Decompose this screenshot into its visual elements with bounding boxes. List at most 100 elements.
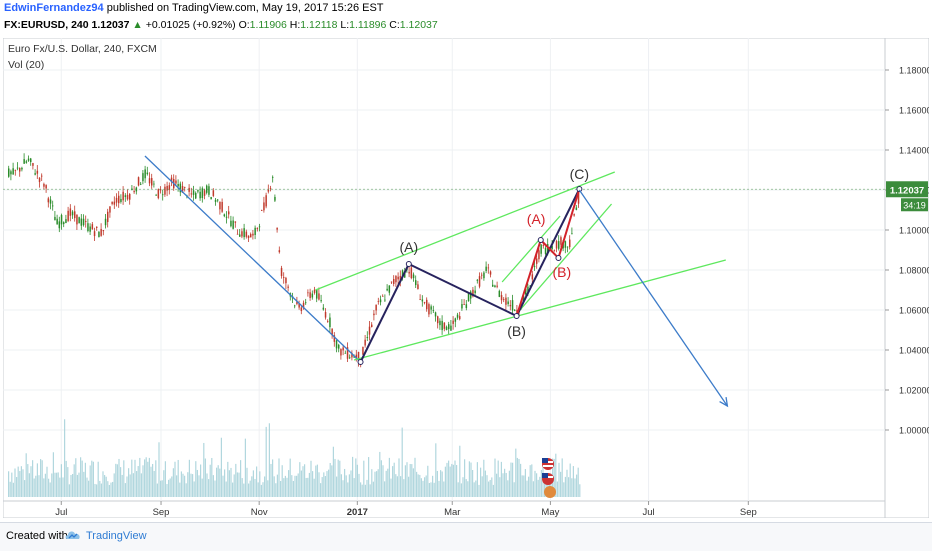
candle-body xyxy=(25,161,28,163)
volume-bar xyxy=(577,467,579,497)
volume-bar xyxy=(528,476,530,497)
wave-label: (B) xyxy=(553,264,572,280)
candle-body xyxy=(536,258,538,264)
wave-segment[interactable] xyxy=(515,188,581,317)
candle-body xyxy=(324,312,327,318)
candle-body xyxy=(316,289,318,299)
volume-bar xyxy=(296,475,298,497)
candle-body xyxy=(269,188,272,189)
volume-bar xyxy=(201,478,203,497)
candle-body xyxy=(452,320,454,324)
channel-upper-line[interactable] xyxy=(315,171,616,291)
price-chart[interactable]: (A) (B) (C) (A) (B) 1.18000 1.16000 1.14000 1.1… xyxy=(2,37,932,519)
candle-body xyxy=(93,231,96,237)
volume-bar xyxy=(483,459,485,497)
candle-body xyxy=(496,285,498,287)
volume-bar xyxy=(276,474,278,497)
pivot-marker[interactable] xyxy=(555,255,562,261)
candle-body xyxy=(78,217,80,224)
candle-body xyxy=(111,202,113,204)
candle-body xyxy=(569,239,571,248)
pivot-marker[interactable] xyxy=(405,261,412,267)
event-flags[interactable] xyxy=(542,458,556,498)
candle-body xyxy=(85,221,87,222)
volume-bar xyxy=(521,475,523,497)
price-axis[interactable]: 1.180001.160001.140001.120001.100001.080… xyxy=(885,66,932,436)
x-tick-label: Nov xyxy=(251,507,268,518)
volume-bar xyxy=(131,459,133,497)
volume-bar xyxy=(56,472,58,497)
volume-bar xyxy=(78,472,80,497)
candle-body xyxy=(375,304,377,311)
volume-bar xyxy=(416,471,418,497)
wave-segment[interactable] xyxy=(359,263,410,363)
wave-segment[interactable] xyxy=(408,263,518,317)
last-price-tag[interactable] xyxy=(886,181,928,198)
subwave-segment[interactable] xyxy=(540,239,560,259)
candle-body xyxy=(23,159,25,164)
flag-stripe xyxy=(543,465,553,467)
inner-channel-lower[interactable] xyxy=(516,203,613,315)
candle-body xyxy=(441,320,443,331)
pivot-marker[interactable] xyxy=(537,237,544,243)
volume-bar xyxy=(126,476,128,497)
candle-body xyxy=(307,292,309,294)
candle-body xyxy=(265,195,267,207)
volume-bar xyxy=(40,459,42,497)
candle-body xyxy=(333,335,336,342)
volume-bar xyxy=(83,471,85,497)
channel-lower-line[interactable] xyxy=(353,259,726,361)
chart-area[interactable]: (A) (B) (C) (A) (B) 1.18000 1.16000 1.14000 1.1… xyxy=(2,37,932,519)
subwave-segment[interactable] xyxy=(515,239,542,317)
volume-bar xyxy=(96,484,98,497)
candle-body xyxy=(423,301,426,303)
candle-body xyxy=(329,317,331,328)
volume-bar xyxy=(142,465,144,497)
candle-body xyxy=(10,171,12,175)
volume-bar xyxy=(156,483,158,497)
volume-bar xyxy=(529,465,531,497)
volume-bar xyxy=(545,473,547,497)
inner-channel-upper[interactable] xyxy=(501,215,561,283)
pivot-marker[interactable] xyxy=(357,359,364,365)
pivot-marker[interactable] xyxy=(513,313,520,319)
tradingview-link[interactable]: TradingView xyxy=(86,530,147,542)
volume-bar xyxy=(363,460,365,497)
volume-bar xyxy=(164,461,166,497)
author-link[interactable]: EdwinFernandez94 xyxy=(4,2,104,14)
candle-body xyxy=(467,293,470,302)
symbol-label: FX:EURUSD, 240 xyxy=(4,19,89,31)
projection-line[interactable] xyxy=(578,189,728,407)
candle-body xyxy=(120,198,122,202)
volume-bar xyxy=(256,466,258,497)
volume-bar xyxy=(510,462,512,497)
volume-bar xyxy=(555,453,557,497)
x-tick-label: Sep xyxy=(740,507,757,518)
y-tick-label: 1.02000 xyxy=(899,386,929,396)
candle-body xyxy=(177,184,179,187)
pivot-marker[interactable] xyxy=(576,186,583,192)
volume-bar xyxy=(54,472,56,497)
candle-body xyxy=(555,241,558,249)
tradingview-logo-icon[interactable] xyxy=(64,529,82,543)
eu-flag-icon[interactable] xyxy=(544,486,556,498)
candle-body xyxy=(485,266,487,271)
candle-body xyxy=(32,163,34,166)
y-tick-label: 1.16000 xyxy=(899,106,929,116)
candle-body xyxy=(445,326,448,331)
candle-body xyxy=(489,271,492,275)
time-axis[interactable]: Jul Sep Nov 2017 Mar May Jul Sep xyxy=(55,501,757,518)
volume-bar xyxy=(300,470,302,497)
candle-body xyxy=(118,195,120,204)
volume-bar xyxy=(574,478,576,497)
volume-bar xyxy=(347,482,349,497)
volume-bar xyxy=(334,458,336,497)
volume-bar xyxy=(211,457,213,497)
volume-bar xyxy=(28,473,30,497)
subwave-segment[interactable] xyxy=(557,188,581,259)
candle-body xyxy=(258,226,261,228)
downtrend-line[interactable] xyxy=(144,155,361,363)
volume-bar xyxy=(107,481,109,497)
volume-bar xyxy=(190,473,192,497)
volume-bar xyxy=(377,469,379,497)
